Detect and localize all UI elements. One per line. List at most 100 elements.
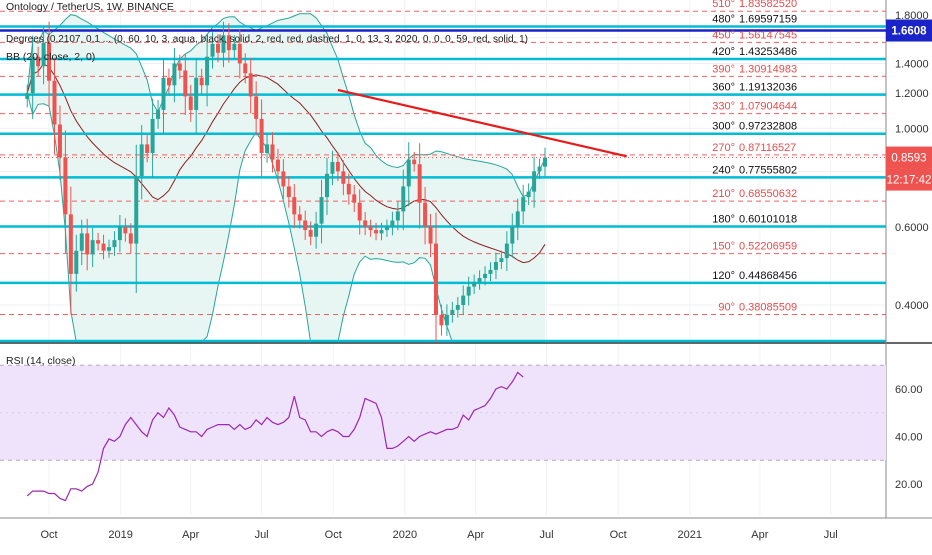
trendline: [337, 88, 627, 158]
candle-body: [483, 273, 488, 279]
degree-angle-label: 480°: [712, 13, 735, 25]
time-tick-label: Apr: [182, 529, 199, 541]
degree-angle-label: 270°: [712, 142, 735, 154]
last-price-tag: [886, 146, 932, 169]
time-tick-label: 2019: [108, 529, 132, 541]
degree-price-label: 0.52206959: [739, 241, 797, 253]
degree-angle-label: 420°: [712, 46, 735, 58]
degree-price-label: 1.07904644: [739, 101, 797, 113]
candle-body: [412, 159, 417, 165]
rsi-tick-label: 20.00: [895, 479, 923, 491]
candle-body: [379, 230, 384, 234]
degree-angle-label: 450°: [712, 29, 735, 41]
candle-body: [384, 226, 389, 231]
candle-body: [374, 230, 379, 234]
degree-price-label: 1.19132036: [739, 82, 797, 94]
candle-body: [406, 159, 411, 187]
candle-body: [199, 77, 204, 86]
degree-angle-label: 330°: [712, 101, 735, 113]
rsi-series: [26, 371, 524, 502]
candle-body: [401, 186, 406, 212]
candle-body: [417, 164, 422, 203]
candle-body: [488, 269, 493, 274]
candle-body: [139, 144, 144, 177]
candle-body: [156, 109, 161, 119]
candle-body: [357, 202, 362, 221]
degree-price-label: 0.38085509: [739, 301, 797, 313]
degree-angle-label: 240°: [712, 164, 735, 176]
candle-body: [248, 73, 253, 97]
candle-body: [41, 42, 46, 67]
candle-body: [493, 261, 498, 270]
candle-body: [194, 77, 199, 110]
candle-body: [112, 240, 117, 248]
time-tick-label: Jul: [824, 529, 838, 541]
candle-body: [145, 144, 150, 153]
candle-body: [423, 202, 428, 227]
price-tags: 1.6608 0.8593 12:17:42: [0, 19, 932, 191]
price-tick-label: 1.8000: [895, 10, 929, 22]
candle-body: [450, 309, 455, 315]
candle-body: [210, 43, 215, 57]
candle-body: [52, 80, 57, 125]
candle-body: [166, 77, 171, 86]
candle-body: [281, 171, 286, 187]
candle-body: [96, 240, 101, 244]
candle-body: [183, 70, 188, 97]
degree-price-label: 1.43253486: [739, 46, 797, 58]
candle-body: [314, 223, 319, 237]
degree-price-label: 0.44868456: [739, 270, 797, 282]
time-tick-label: 2021: [678, 529, 702, 541]
rsi-line: [26, 371, 524, 502]
candle-body: [215, 43, 220, 53]
degree-price-label: 1.30914983: [739, 63, 797, 75]
candle-body: [117, 226, 122, 241]
candle-body: [444, 314, 449, 326]
degree-price-label: 1.83582520: [739, 0, 797, 10]
last-price-tag-text: 0.8593: [891, 153, 926, 165]
candle-body: [504, 243, 509, 259]
candle-body: [346, 183, 351, 195]
candle-body: [363, 220, 368, 227]
rsi-tick-label: 60.00: [895, 384, 923, 396]
candlestick-series: [25, 21, 547, 342]
candle-body: [150, 118, 155, 153]
time-tick-label: Jul: [540, 529, 554, 541]
bb-basis-line: [26, 63, 546, 264]
candle-body: [532, 171, 537, 192]
candle-body: [390, 220, 395, 227]
candle-body: [79, 233, 84, 251]
degree-angle-label: 510°: [712, 0, 735, 10]
trendline-group: [337, 88, 627, 158]
rsi-tick-label: 40.00: [895, 432, 923, 444]
time-tick-label: Apr: [467, 529, 484, 541]
candle-body: [85, 233, 90, 255]
candle-body: [542, 157, 547, 167]
candle-body: [521, 197, 526, 212]
candle-body: [368, 226, 373, 231]
bb-legend: BB (20, close, 2, 0): [6, 51, 96, 63]
degree-price-label: 1.69597159: [739, 13, 797, 25]
candle-body: [36, 56, 41, 67]
rsi-band: [0, 364, 886, 461]
degree-price-label: 0.97232808: [739, 121, 797, 133]
candle-body: [499, 258, 504, 262]
time-tick-label: Jul: [255, 529, 269, 541]
candle-body: [57, 124, 62, 158]
degree-angle-label: 360°: [712, 82, 735, 94]
degree-price-label: 1.56147545: [739, 29, 797, 41]
degree-angle-label: 300°: [712, 121, 735, 133]
candle-body: [472, 282, 477, 287]
candle-body: [123, 226, 128, 234]
price-tick-label: 0.4000: [895, 300, 929, 312]
candle-body: [30, 56, 35, 94]
candle-body: [232, 43, 237, 51]
candle-body: [297, 214, 302, 221]
candle-body: [515, 211, 520, 227]
candle-body: [188, 96, 193, 110]
candle-body: [177, 63, 182, 71]
time-tick-label: Apr: [751, 529, 768, 541]
candle-body: [461, 295, 466, 305]
